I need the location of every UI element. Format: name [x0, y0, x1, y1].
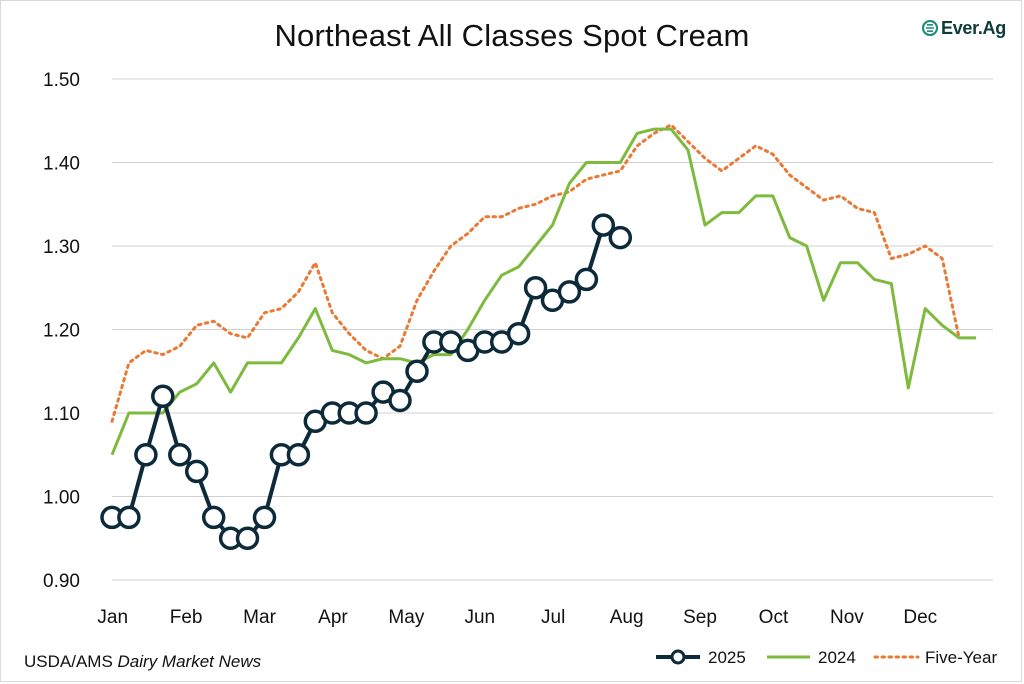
point-2025	[117, 505, 141, 530]
x-tick-label: Apr	[318, 607, 348, 628]
ever-ag-mark-icon	[922, 20, 938, 36]
point-2025	[557, 280, 582, 304]
point-2025	[506, 321, 531, 346]
point-2025	[151, 384, 175, 409]
source-prefix: USDA/AMS	[24, 652, 118, 671]
series-line-2025	[112, 223, 622, 541]
x-tick-label: Jul	[541, 607, 565, 628]
x-axis-ticks: Jan Feb Mar Apr May Jun Jul Aug Sep Oct Nov Dec	[97, 607, 937, 628]
x-tick-label: Mar	[243, 607, 276, 628]
ever-ag-logo: Ever.Ag	[922, 16, 1006, 40]
point-2025	[608, 225, 633, 250]
y-tick-label: 1.20	[43, 321, 80, 342]
y-tick-label: 1.50	[43, 70, 80, 91]
point-2025	[405, 359, 429, 384]
series-layer	[100, 123, 977, 551]
y-tick-label: 1.40	[43, 154, 80, 175]
legend-label: 2024	[818, 648, 856, 667]
y-tick-label: 1.00	[43, 488, 80, 509]
x-tick-label: Aug	[610, 607, 644, 628]
source-publication: Dairy Market News	[117, 652, 262, 671]
point-2025	[201, 505, 226, 530]
point-2025	[252, 505, 277, 530]
point-2025	[574, 267, 599, 292]
y-tick-label: 1.10	[43, 404, 80, 425]
source-note: USDA/AMS Dairy Market News	[24, 652, 261, 672]
y-axis-ticks: 1.50 1.40 1.30 1.20 1.10 1.00 0.90	[43, 70, 80, 592]
x-tick-label: Sep	[683, 607, 717, 628]
point-2025	[168, 443, 192, 467]
legend-label: Five-Year	[925, 648, 997, 667]
x-tick-label: Oct	[759, 607, 789, 628]
legend: 2025 2024 Five-Year	[656, 648, 997, 667]
y-tick-label: 1.30	[43, 237, 80, 258]
gridlines	[112, 78, 993, 581]
point-2025	[235, 526, 260, 551]
point-2025	[388, 388, 412, 413]
series-line-five-year	[110, 123, 961, 423]
point-2025	[523, 276, 548, 300]
point-2025	[591, 213, 616, 237]
x-tick-label: Jan	[97, 607, 128, 628]
point-2025	[286, 443, 311, 467]
point-2025	[354, 401, 378, 425]
logo-text: Ever.Ag	[941, 17, 1006, 38]
chart-title: Northeast All Classes Spot Cream	[274, 18, 750, 53]
x-tick-label: May	[388, 607, 424, 628]
point-2025	[134, 443, 158, 467]
x-tick-label: Jun	[464, 607, 495, 628]
y-tick-label: 0.90	[43, 571, 80, 592]
series-line-2024	[110, 127, 977, 456]
x-tick-label: Dec	[903, 607, 937, 628]
legend-marker	[670, 649, 686, 665]
x-tick-label: Nov	[830, 607, 864, 628]
point-2025	[184, 459, 209, 484]
legend-label: 2025	[708, 648, 746, 667]
x-tick-label: Feb	[170, 607, 203, 628]
